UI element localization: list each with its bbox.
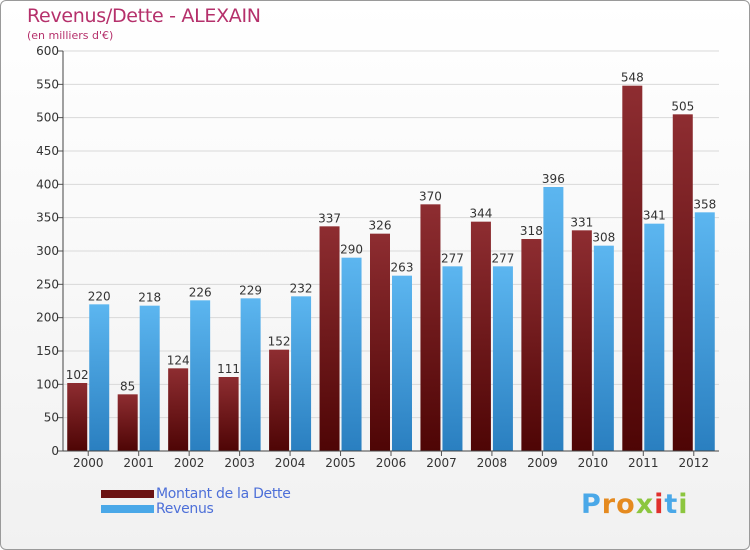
debt-value-label: 337 [318, 211, 341, 225]
debt-bar [319, 226, 340, 451]
debt-value-label: 111 [217, 362, 240, 376]
revenus-value-label: 277 [491, 251, 514, 265]
chart-subtitle: (en milliers d'€) [27, 29, 114, 42]
revenus-value-label: 218 [138, 291, 161, 305]
chart-title: Revenus/Dette - ALEXAIN [27, 5, 261, 27]
logo-letter: P [581, 489, 602, 520]
revenus-value-label: 277 [441, 251, 464, 265]
revenus-value-label: 290 [340, 243, 363, 257]
debt-bar [218, 377, 239, 451]
y-tick-label: 150 [36, 344, 59, 358]
revenus-value-label: 341 [643, 209, 666, 223]
x-tick-label: 2006 [376, 456, 407, 470]
debt-bar [420, 204, 441, 451]
proxiti-logo: Proxiti [581, 489, 689, 520]
y-tick-label: 100 [36, 377, 59, 391]
x-tick-label: 2001 [123, 456, 154, 470]
debt-value-label: 326 [369, 219, 392, 233]
y-tick-label: 600 [36, 44, 59, 58]
revenus-bar [89, 304, 110, 451]
revenus-bar [190, 300, 211, 451]
y-tick-label: 0 [51, 444, 59, 458]
y-tick-label: 400 [36, 177, 59, 191]
revenus-value-label: 229 [239, 283, 262, 297]
debt-value-label: 152 [268, 335, 291, 349]
revenus-bar [644, 223, 665, 451]
y-tick-label: 500 [36, 111, 59, 125]
revenus-bar [543, 187, 564, 451]
revenus-value-label: 308 [592, 231, 615, 245]
y-tick-label: 250 [36, 277, 59, 291]
y-tick-label: 200 [36, 311, 59, 325]
logo-letter: i [654, 489, 665, 520]
revenus-bar [492, 266, 513, 451]
revenus-value-label: 220 [88, 289, 111, 303]
y-tick-label: 50 [44, 411, 59, 425]
debt-bar [168, 368, 189, 451]
x-tick-label: 2008 [477, 456, 508, 470]
debt-bar [622, 85, 643, 452]
x-tick-label: 2002 [174, 456, 205, 470]
revenus-value-label: 396 [542, 172, 565, 186]
revenus-bar [442, 266, 463, 451]
logo-letter: r [601, 489, 617, 520]
logo-letter: t [664, 489, 679, 520]
revenus-value-label: 358 [693, 197, 716, 211]
debt-value-label: 124 [167, 353, 190, 367]
debt-bar [470, 221, 491, 451]
logo-letter: o [616, 489, 636, 520]
x-tick-label: 2005 [325, 456, 356, 470]
debt-value-label: 85 [120, 379, 135, 393]
debt-bar [571, 230, 592, 451]
revenus-value-label: 232 [290, 281, 313, 295]
legend-label-revenus: Revenus [156, 501, 214, 517]
debt-value-label: 331 [570, 215, 593, 229]
y-tick-label: 300 [36, 244, 59, 258]
x-tick-label: 2009 [527, 456, 558, 470]
debt-bar [370, 233, 390, 451]
revenus-bar [392, 275, 412, 451]
legend-label-debt: Montant de la Dette [156, 486, 291, 502]
y-tick-label: 550 [36, 77, 59, 91]
revenus-bar [139, 305, 160, 451]
x-tick-label: 2007 [426, 456, 457, 470]
debt-value-label: 370 [419, 189, 442, 203]
x-tick-label: 2010 [578, 456, 609, 470]
debt-bar [67, 383, 88, 451]
x-tick-label: 2011 [628, 456, 659, 470]
revenus-bar [694, 212, 715, 451]
debt-bar [521, 239, 542, 451]
debt-value-label: 318 [520, 224, 543, 238]
revenus-value-label: 263 [391, 261, 414, 275]
x-tick-label: 2004 [275, 456, 306, 470]
revenus-bar [291, 296, 312, 451]
debt-value-label: 548 [621, 71, 644, 85]
y-tick-label: 450 [36, 144, 59, 158]
y-tick-label: 350 [36, 211, 59, 225]
x-tick-label: 2003 [224, 456, 255, 470]
debt-bar [117, 394, 138, 451]
logo-letter: x [635, 489, 655, 520]
debt-value-label: 102 [66, 368, 89, 382]
revenus-bar [593, 245, 614, 451]
x-tick-label: 2000 [73, 456, 104, 470]
debt-bar [672, 114, 693, 451]
revenus-value-label: 226 [189, 285, 212, 299]
logo-letter: i [678, 489, 689, 520]
revenus-bar [240, 298, 261, 451]
revenus-bar [341, 257, 362, 451]
debt-value-label: 505 [671, 99, 694, 113]
x-tick-label: 2012 [678, 456, 709, 470]
legend-swatch-revenus [101, 505, 154, 513]
legend-swatch-debt [101, 490, 154, 498]
debt-bar [269, 349, 290, 451]
debt-value-label: 344 [469, 207, 492, 221]
